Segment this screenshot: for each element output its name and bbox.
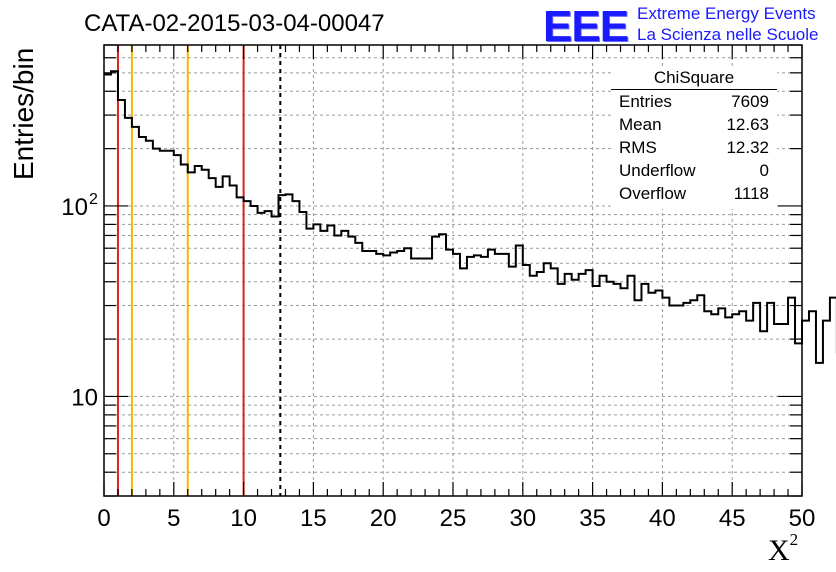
logo-line-2: La Scienza nelle Scuole xyxy=(637,25,819,44)
stats-row-underflow: Underflow 0 xyxy=(619,161,769,183)
stats-key: Entries xyxy=(619,92,672,111)
stats-row-entries: Entries 7609 xyxy=(619,92,769,114)
stats-value: 12.63 xyxy=(726,115,769,134)
x-tick-label: 10 xyxy=(230,505,257,532)
x-axis-label: X2 xyxy=(768,530,798,568)
histogram-step-line xyxy=(104,70,836,364)
x-tick-label: 50 xyxy=(789,505,816,532)
stats-key: RMS xyxy=(619,138,657,157)
x-tick-label: 20 xyxy=(370,505,397,532)
x-axis-label-exponent: 2 xyxy=(789,530,799,549)
stats-value: 1118 xyxy=(733,184,769,203)
stats-value: 0 xyxy=(759,161,769,180)
y-tick-label-exponent: 2 xyxy=(89,191,98,208)
plot-frame xyxy=(103,44,803,497)
stats-row-rms: RMS 12.32 xyxy=(619,138,769,160)
histogram-bins xyxy=(104,70,836,364)
logo-line-1: Extreme Energy Events xyxy=(637,4,816,23)
x-tick-label: 30 xyxy=(509,505,536,532)
chart-title: CATA-02-2015-03-04-00047 xyxy=(84,10,385,37)
x-tick-label: 40 xyxy=(649,505,676,532)
y-axis-label: Entries/bin xyxy=(8,47,39,180)
stats-box: ChiSquare Entries 7609 Mean 12.63 RMS 12… xyxy=(611,66,777,209)
stats-divider xyxy=(611,89,777,90)
x-tick-label: 0 xyxy=(97,505,110,532)
stats-key: Underflow xyxy=(619,161,696,180)
stats-key: Mean xyxy=(619,115,662,134)
x-tick-labels: 0 5 10 15 20 25 30 35 40 45 50 xyxy=(97,505,815,532)
stats-key: Overflow xyxy=(619,184,687,203)
x-tick-label: 5 xyxy=(167,505,180,532)
stats-value: 7609 xyxy=(731,92,769,111)
y-tick-label: 10 xyxy=(71,384,98,411)
eee-logo: EEE xyxy=(543,2,629,51)
x-axis-label-base: X xyxy=(768,534,790,567)
x-tick-label: 45 xyxy=(719,505,746,532)
y-tick-label: 10 xyxy=(61,194,88,221)
stats-row-overflow: Overflow 1118 xyxy=(619,184,769,206)
stats-value: 12.32 xyxy=(726,138,769,157)
x-tick-label: 15 xyxy=(300,505,327,532)
stats-row-mean: Mean 12.63 xyxy=(619,115,769,137)
x-tick-label: 35 xyxy=(579,505,606,532)
marker-lines xyxy=(116,45,282,496)
stats-title: ChiSquare xyxy=(653,68,735,87)
x-tick-label: 25 xyxy=(440,505,467,532)
